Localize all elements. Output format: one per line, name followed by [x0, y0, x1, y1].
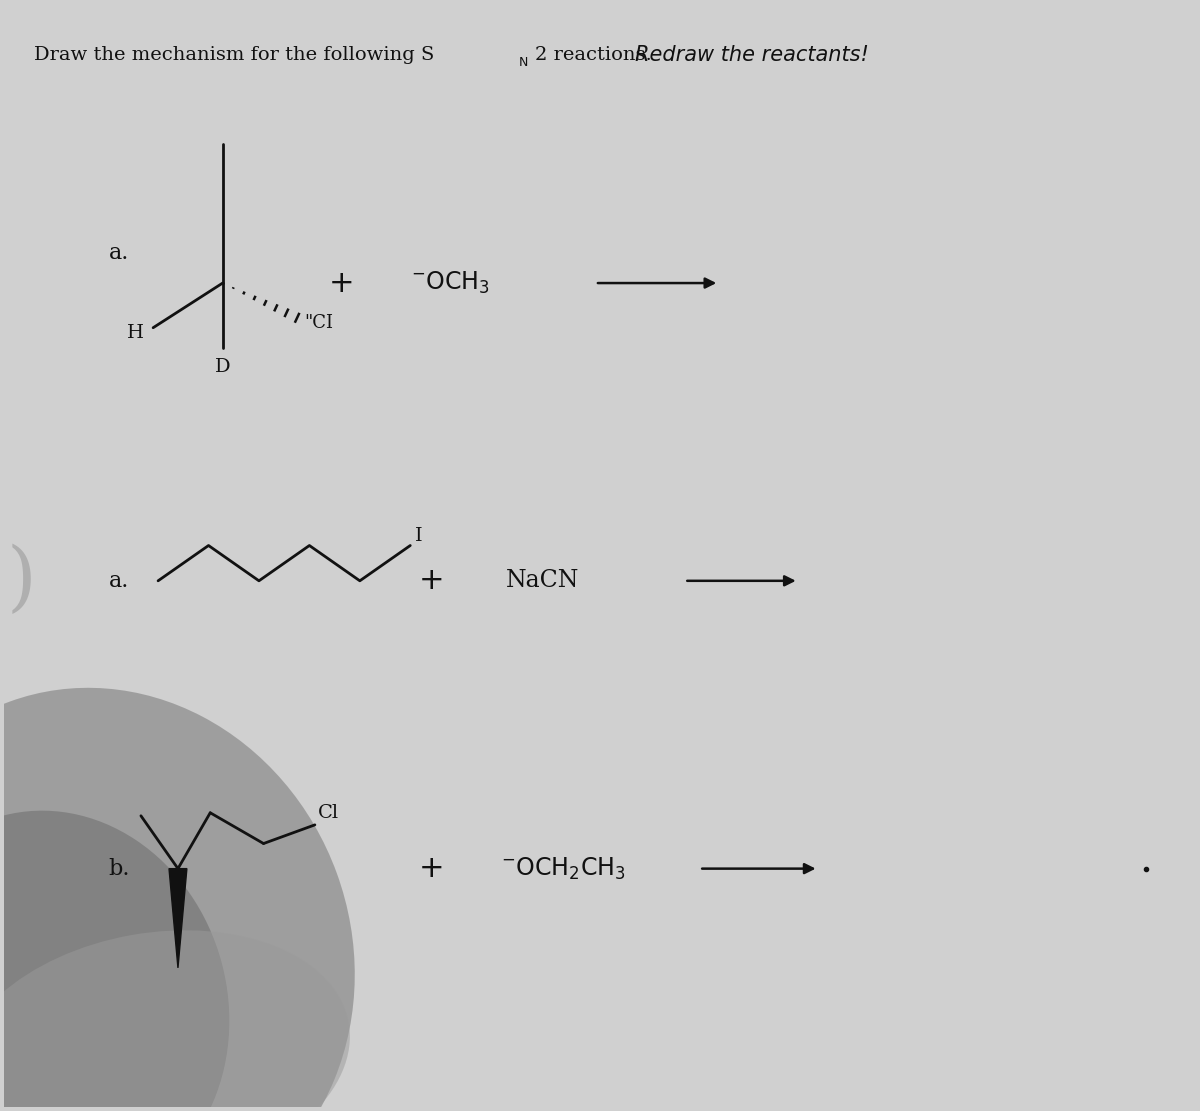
Text: Redraw the reactants!: Redraw the reactants! [635, 44, 869, 64]
Text: 2 reactions.: 2 reactions. [535, 46, 653, 63]
Text: a.: a. [108, 242, 128, 264]
Text: D: D [215, 359, 230, 377]
Text: b.: b. [108, 858, 130, 880]
Ellipse shape [0, 811, 229, 1111]
Text: $^{-}$OCH$_2$CH$_3$: $^{-}$OCH$_2$CH$_3$ [500, 855, 625, 882]
Text: $^{-}$OCH$_3$: $^{-}$OCH$_3$ [412, 270, 491, 297]
Text: Draw the mechanism for the following S: Draw the mechanism for the following S [34, 46, 434, 63]
Text: +: + [419, 567, 444, 595]
Text: a.: a. [108, 570, 128, 592]
Text: "CI: "CI [304, 313, 334, 332]
Text: NaCN: NaCN [505, 569, 580, 592]
Text: ): ) [6, 543, 36, 618]
Ellipse shape [0, 930, 350, 1111]
Text: +: + [419, 854, 444, 883]
Text: Cl: Cl [318, 804, 338, 822]
Text: +: + [329, 269, 355, 298]
Ellipse shape [0, 688, 355, 1111]
Text: N: N [518, 57, 528, 69]
Text: H: H [127, 323, 144, 342]
Text: I: I [415, 527, 422, 544]
Polygon shape [169, 869, 187, 968]
